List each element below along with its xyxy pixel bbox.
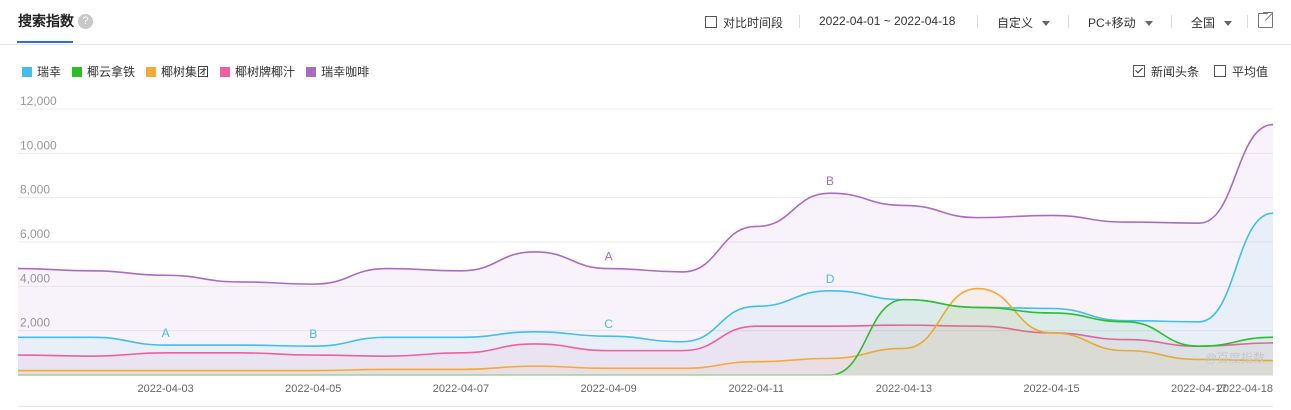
annotation-marker[interactable]: B: [309, 327, 317, 341]
annotation-marker[interactable]: B: [826, 174, 834, 188]
y-tick-label: 12,000: [20, 94, 57, 108]
series-line: [17, 287, 1274, 372]
date-range-picker[interactable]: 2022-04-01 ~ 2022-04-18: [819, 14, 956, 28]
chevron-down-icon: [1042, 21, 1051, 26]
divider: [799, 15, 800, 28]
checkbox-icon[interactable]: [1214, 65, 1226, 77]
x-tick-label: 2022-04-11: [729, 383, 784, 395]
compare-period-checkbox[interactable]: 对比时间段: [705, 14, 783, 31]
header-bar: 搜索指数 ? 对比时间段 2022-04-01 ~ 2022-04-18 自定义…: [0, 0, 1291, 45]
legend-item[interactable]: 椰云拿铁: [72, 63, 135, 80]
x-tick-label: 2022-04-13: [876, 383, 932, 395]
chevron-down-icon: [1144, 21, 1153, 26]
region-value: 全国: [1191, 16, 1216, 30]
news-headline-checkbox[interactable]: 新闻头条: [1133, 63, 1199, 80]
y-tick-label: 10,000: [20, 138, 57, 152]
x-tick-label: 2022-04-07: [433, 383, 489, 395]
average-label: 平均值: [1232, 65, 1269, 79]
annotation-marker[interactable]: C: [604, 317, 613, 331]
average-checkbox[interactable]: 平均值: [1214, 63, 1268, 80]
legend-swatch: [22, 67, 32, 77]
divider: [1068, 15, 1069, 28]
x-tick-label: 2022-04-18: [1217, 383, 1273, 395]
divider: [1247, 15, 1248, 28]
chevron-down-icon: [1224, 21, 1233, 26]
news-headline-label: 新闻头条: [1151, 65, 1200, 79]
legend-swatch: [220, 67, 231, 77]
chart-bottom-border: [18, 406, 1273, 407]
page-title[interactable]: 搜索指数: [18, 13, 74, 29]
legend-label: 椰云拿铁: [87, 65, 136, 79]
legend-label: 瑞幸: [37, 65, 62, 79]
x-tick-label: 2022-04-03: [138, 383, 194, 395]
annotation-marker[interactable]: A: [605, 250, 613, 264]
legend-swatch: [146, 67, 157, 77]
x-tick-label: 2022-04-17: [1171, 383, 1227, 395]
series-area: [18, 213, 1273, 375]
device-value: PC+移动: [1088, 16, 1136, 30]
external-link-arrow-icon: [1263, 12, 1273, 22]
legend-item[interactable]: 瑞幸咖啡: [306, 63, 369, 80]
series-line: [17, 123, 1274, 285]
legend-label: 椰树牌椰汁: [235, 65, 296, 79]
series-area: [18, 325, 1273, 375]
legend-item[interactable]: 椰树集团: [146, 63, 209, 80]
legend-label: 瑞幸咖啡: [321, 65, 370, 79]
chart-legend: 瑞幸 椰云拿铁 椰树集团 椰树牌椰汁 瑞幸咖啡: [22, 63, 380, 80]
period-mode-value: 自定义: [997, 16, 1034, 30]
series-area: [18, 124, 1273, 375]
region-dropdown[interactable]: 全国: [1191, 14, 1233, 31]
y-tick-label: 4,000: [20, 271, 50, 285]
series-area: [18, 288, 1273, 375]
y-tick-label: 2,000: [20, 316, 50, 330]
annotation-marker[interactable]: D: [826, 272, 835, 286]
annotation-marker[interactable]: A: [162, 326, 170, 340]
y-tick-label: 8,000: [20, 183, 50, 197]
active-tab-indicator: [17, 41, 73, 43]
series-line: [18, 212, 1274, 347]
checkbox-icon[interactable]: [705, 16, 717, 28]
divider: [1171, 15, 1172, 28]
divider: [977, 15, 978, 28]
legend-swatch: [306, 67, 317, 77]
legend-item[interactable]: 瑞幸: [22, 63, 61, 80]
legend-label: 椰树集团: [161, 65, 210, 79]
question-circle-icon[interactable]: ?: [78, 14, 93, 29]
device-dropdown[interactable]: PC+移动: [1088, 14, 1153, 31]
y-tick-label: 6,000: [20, 227, 50, 241]
x-tick-label: 2022-04-15: [1023, 383, 1079, 395]
checkbox-checked-icon[interactable]: [1133, 65, 1145, 77]
compare-period-label: 对比时间段: [723, 16, 784, 30]
legend-item[interactable]: 椰树牌椰汁: [220, 63, 295, 80]
period-mode-dropdown[interactable]: 自定义: [997, 14, 1051, 31]
x-tick-label: 2022-04-05: [285, 383, 341, 395]
legend-swatch: [72, 67, 83, 77]
x-tick-label: 2022-04-09: [580, 383, 636, 395]
watermark-text: @百度指数: [1205, 350, 1265, 365]
series-area: [18, 299, 1273, 375]
